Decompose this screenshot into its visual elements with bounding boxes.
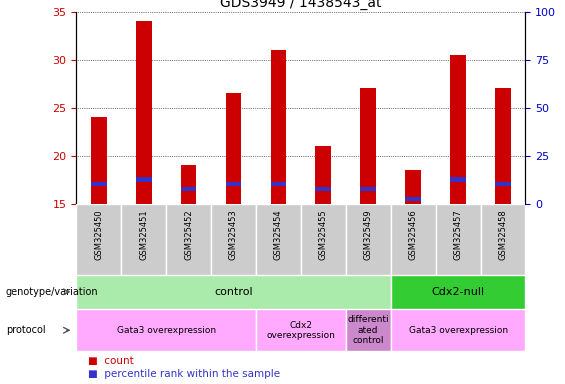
Bar (495, 88, 511, 204)
Text: GSM325451: GSM325451 (139, 209, 148, 260)
Text: Gata3 overexpression: Gata3 overexpression (116, 326, 216, 335)
Bar (481, 204, 525, 275)
Text: GSM325457: GSM325457 (454, 209, 463, 260)
Bar (391, 275, 525, 309)
Bar (181, 165, 197, 204)
Bar (121, 204, 166, 275)
Bar (76, 204, 121, 275)
Text: Gata3 overexpression: Gata3 overexpression (408, 326, 507, 335)
Bar (301, 204, 346, 275)
Bar (405, 170, 421, 204)
Bar (391, 309, 525, 351)
Text: genotype/variation: genotype/variation (6, 287, 98, 297)
Bar (256, 204, 301, 275)
Bar (256, 309, 346, 351)
Bar (166, 204, 211, 275)
Bar (225, 93, 241, 204)
Text: Cdx2-null: Cdx2-null (432, 287, 485, 297)
Text: Cdx2
overexpression: Cdx2 overexpression (267, 321, 335, 340)
Bar (211, 204, 256, 275)
Bar (315, 146, 331, 204)
Bar (181, 187, 197, 191)
Bar (136, 177, 151, 182)
Title: GDS3949 / 1438543_at: GDS3949 / 1438543_at (220, 0, 381, 10)
Text: GSM325455: GSM325455 (319, 209, 328, 260)
Text: protocol: protocol (6, 325, 45, 335)
Bar (346, 204, 391, 275)
Bar (405, 197, 421, 201)
Bar (91, 182, 107, 187)
Text: GSM325454: GSM325454 (274, 209, 283, 260)
Text: control: control (214, 287, 253, 297)
Bar (76, 275, 391, 309)
Bar (76, 309, 256, 351)
Text: ■  count: ■ count (88, 356, 133, 366)
Text: GSM325452: GSM325452 (184, 209, 193, 260)
Bar (495, 182, 511, 187)
Bar (315, 187, 331, 191)
Bar (360, 88, 376, 204)
Bar (436, 204, 481, 275)
Bar (271, 50, 286, 204)
Bar (136, 21, 151, 204)
Bar (450, 55, 466, 204)
Text: differenti
ated
control: differenti ated control (347, 315, 389, 345)
Bar (450, 177, 466, 182)
Bar (391, 204, 436, 275)
Bar (91, 117, 107, 204)
Bar (360, 187, 376, 191)
Bar (346, 309, 391, 351)
Text: GSM325458: GSM325458 (498, 209, 507, 260)
Text: GSM325453: GSM325453 (229, 209, 238, 260)
Bar (271, 182, 286, 187)
Bar (225, 182, 241, 187)
Text: ■  percentile rank within the sample: ■ percentile rank within the sample (88, 369, 280, 379)
Text: GSM325459: GSM325459 (364, 209, 373, 260)
Text: GSM325450: GSM325450 (94, 209, 103, 260)
Text: GSM325456: GSM325456 (408, 209, 418, 260)
